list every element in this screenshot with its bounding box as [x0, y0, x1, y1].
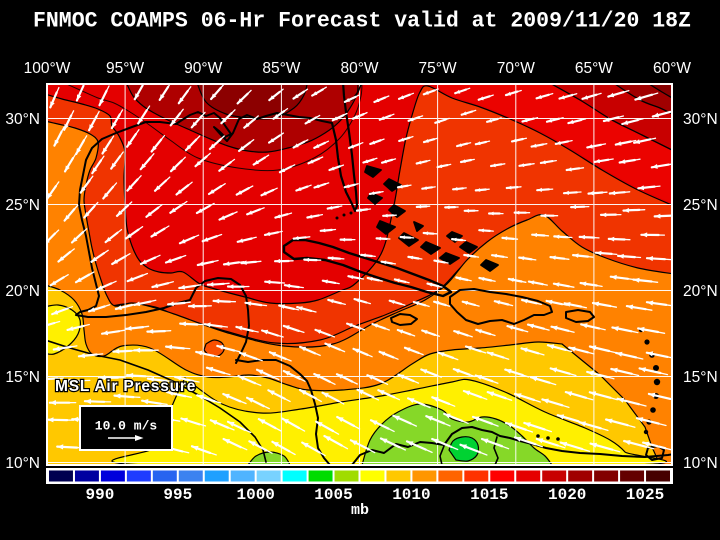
svg-text:100°W: 100°W — [24, 60, 71, 77]
svg-text:25°N: 25°N — [5, 197, 40, 214]
svg-text:85°W: 85°W — [262, 60, 300, 77]
svg-text:990: 990 — [85, 486, 114, 504]
svg-text:10°N: 10°N — [683, 455, 718, 472]
svg-text:1025: 1025 — [626, 486, 664, 504]
svg-text:30°N: 30°N — [5, 111, 40, 128]
svg-text:1020: 1020 — [548, 486, 586, 504]
svg-text:MSL Air Pressure: MSL Air Pressure — [55, 378, 196, 395]
svg-text:25°N: 25°N — [683, 197, 718, 214]
svg-text:30°N: 30°N — [683, 111, 718, 128]
svg-text:15°N: 15°N — [683, 369, 718, 386]
svg-text:65°W: 65°W — [575, 60, 613, 77]
svg-text:90°W: 90°W — [184, 60, 222, 77]
svg-text:60°W: 60°W — [653, 60, 691, 77]
svg-text:mb: mb — [351, 502, 369, 519]
svg-text:10°N: 10°N — [5, 455, 40, 472]
svg-text:1005: 1005 — [314, 486, 352, 504]
svg-text:FNMOC COAMPS 06-Hr Forecast va: FNMOC COAMPS 06-Hr Forecast valid at 200… — [33, 8, 691, 34]
svg-text:20°N: 20°N — [683, 283, 718, 300]
svg-text:15°N: 15°N — [5, 369, 40, 386]
svg-text:70°W: 70°W — [497, 60, 535, 77]
svg-text:10.0 m/s: 10.0 m/s — [95, 419, 158, 434]
svg-text:20°N: 20°N — [5, 283, 40, 300]
svg-text:1015: 1015 — [470, 486, 508, 504]
svg-text:1000: 1000 — [236, 486, 274, 504]
svg-text:80°W: 80°W — [340, 60, 378, 77]
svg-text:95°W: 95°W — [106, 60, 144, 77]
svg-text:1010: 1010 — [392, 486, 430, 504]
svg-text:75°W: 75°W — [419, 60, 457, 77]
svg-text:995: 995 — [163, 486, 192, 504]
